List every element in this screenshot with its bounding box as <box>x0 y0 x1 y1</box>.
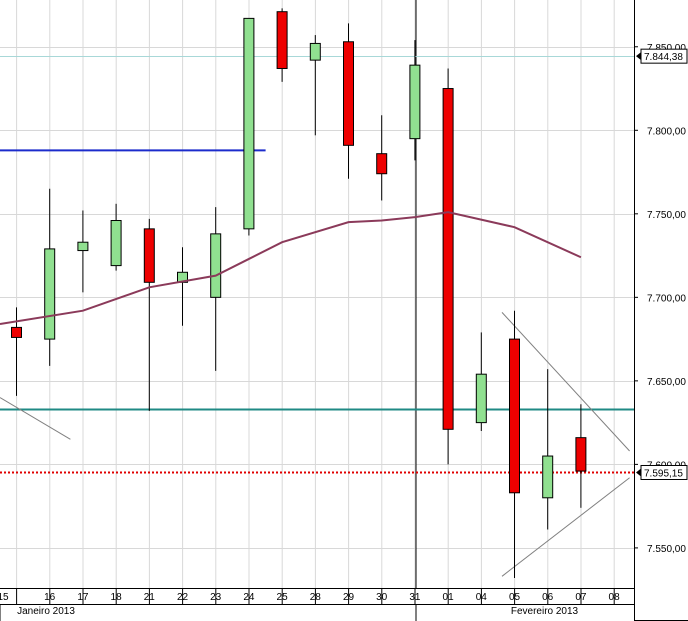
marker-arrow <box>636 52 641 61</box>
x-tick-label: 29 <box>343 592 355 603</box>
x-tick-label: 28 <box>310 592 322 603</box>
candle-21 <box>143 218 155 411</box>
grid-lines <box>0 0 634 588</box>
marker-box <box>640 464 688 480</box>
price-marker: 7.844,38 <box>636 48 688 64</box>
candle-18 <box>110 203 122 271</box>
x-tick-label: 04 <box>476 592 488 603</box>
x-tick-label: 16 <box>44 592 56 603</box>
candle-body <box>509 338 520 494</box>
candle-body <box>309 42 321 61</box>
x-tick-label: 01 <box>443 592 455 603</box>
y-tick-label: 7.750,00 <box>647 210 686 221</box>
x-tick-label: 31 <box>409 592 421 603</box>
candle-body <box>44 248 56 340</box>
moving-average <box>0 211 582 326</box>
candle-29 <box>343 23 354 179</box>
month-label: Fevereiro 2013 <box>511 606 579 617</box>
x-tick-label: 17 <box>77 592 89 603</box>
y-tick-label: 7.650,00 <box>647 377 686 388</box>
price-markers: 7.844,38 7.595,15 <box>636 48 688 480</box>
candle-05 <box>509 310 520 578</box>
candle-24 <box>243 17 255 236</box>
candle-body <box>343 41 354 146</box>
candle-01 <box>442 68 454 465</box>
x-tick-label: 21 <box>144 592 156 603</box>
moving-average-line <box>0 211 582 326</box>
candle-04 <box>475 332 487 431</box>
marker-label: 7.595,15 <box>644 468 683 479</box>
x-tick-label: 25 <box>277 592 289 603</box>
x-tick-label: 15 <box>0 592 9 603</box>
candle-body <box>376 153 388 175</box>
x-tick-label: 24 <box>243 592 255 603</box>
candle-06 <box>542 369 554 530</box>
y-tick-label: 7.800,00 <box>647 126 686 137</box>
y-tick-label: 7.850,00 <box>647 43 686 54</box>
candle-28 <box>309 35 321 136</box>
x-tick-label: 22 <box>177 592 189 603</box>
marker-box <box>640 48 688 64</box>
candle-body <box>542 455 554 499</box>
candles <box>11 8 587 578</box>
marker-label: 7.844,38 <box>644 52 683 63</box>
candle-body <box>243 17 255 230</box>
y-tick-label: 7.550,00 <box>647 544 686 555</box>
candle-body <box>475 373 487 424</box>
candle-body <box>442 88 454 430</box>
candle-23 <box>210 207 222 371</box>
trend-segment-gray <box>0 397 71 440</box>
price-marker: 7.595,15 <box>636 464 688 480</box>
month-label: Janeiro 2013 <box>17 606 75 617</box>
candle-30 <box>376 115 388 201</box>
x-axis-ticks: 15 16 17 18 21 22 23 24 25 28 29 30 31 01 04 05 06 07 08 Ja… <box>0 588 620 621</box>
candle-body <box>210 233 222 298</box>
candle-body <box>143 228 155 283</box>
candle-body <box>110 220 122 267</box>
trend-segment-gray <box>501 477 630 577</box>
x-tick-label: 07 <box>575 592 587 603</box>
candle-body <box>11 326 22 338</box>
x-tick-label: 05 <box>509 592 521 603</box>
x-tick-label: 08 <box>609 592 621 603</box>
marker-arrow <box>636 468 641 477</box>
candle-17 <box>77 210 89 293</box>
x-tick-label: 23 <box>210 592 222 603</box>
candle-body <box>409 64 421 140</box>
trend-segment-gray <box>501 312 630 452</box>
candle-16 <box>44 188 56 366</box>
candle-31 <box>409 40 421 161</box>
candle-07 <box>575 404 587 508</box>
candle-body <box>77 241 89 252</box>
x-tick-label: 06 <box>542 592 554 603</box>
candle-body <box>575 437 587 472</box>
x-tick-label: 18 <box>111 592 123 603</box>
x-tick-label: 30 <box>376 592 388 603</box>
y-tick-label: 7.700,00 <box>647 293 686 304</box>
candle-25 <box>276 8 288 82</box>
candle-body <box>276 11 288 69</box>
